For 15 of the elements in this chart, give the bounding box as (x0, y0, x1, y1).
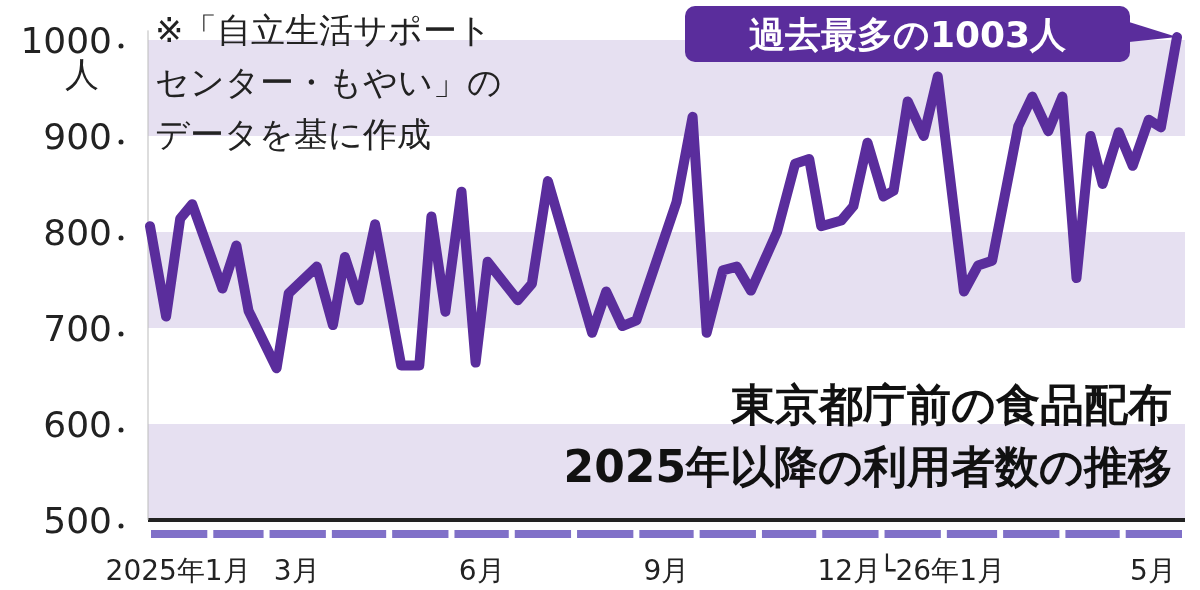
text: 東京都庁前の食品配布 (730, 379, 1172, 430)
x-tick-label: 3月 (273, 554, 320, 587)
annotation: 過去最多の1003人 (748, 14, 1067, 55)
y-tick-label: 900 (43, 116, 112, 157)
text: 2025年以降の利用者数の推移 (563, 441, 1172, 492)
y-tick-label: 800 (43, 212, 112, 253)
y-tick-label: 600 (43, 404, 112, 445)
x-tick-label: 9月 (643, 554, 690, 587)
y-tick-label: 500 (43, 500, 112, 541)
x-tick-label: 2025年1月 (105, 554, 251, 587)
y-axis-title: 人 (65, 54, 99, 94)
annotation: ※「自立生活サポートセンター・もやい」のデータを基に作成 (155, 10, 502, 154)
x-tick-label: 6月 (458, 554, 505, 587)
x-tick-label: 5月 (1129, 554, 1176, 587)
y-tick-label: 700 (43, 308, 112, 349)
